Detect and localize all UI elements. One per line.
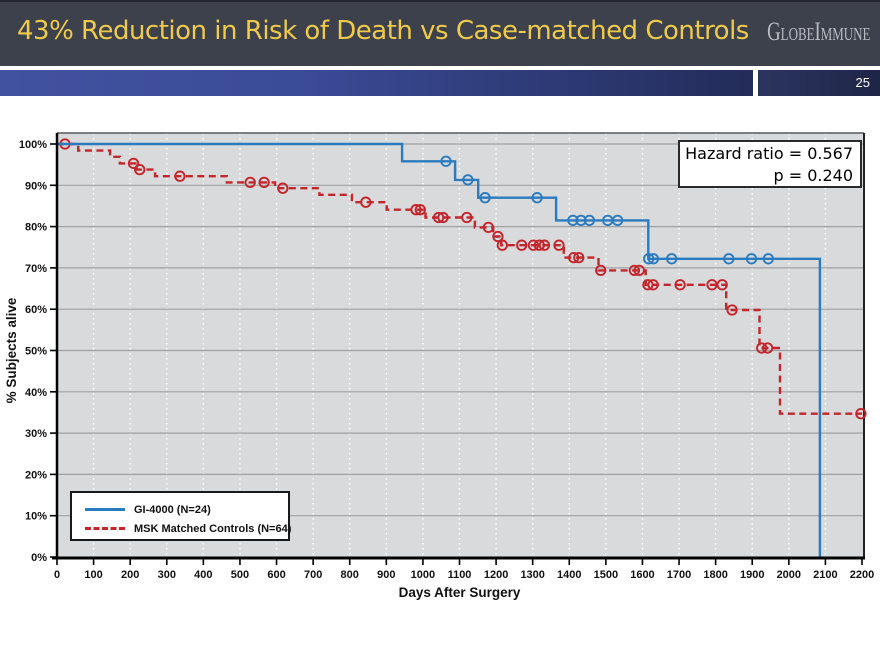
vertical-gridlines xyxy=(92,133,827,557)
msk-line-sample xyxy=(85,527,125,530)
accent-bar: 25 xyxy=(0,70,880,96)
legend: GI-4000 (N=24) MSK Matched Controls (N=6… xyxy=(70,491,292,541)
svg-text:30%: 30% xyxy=(25,428,47,440)
svg-text:10%: 10% xyxy=(25,511,47,523)
legend-entry-gi4000: GI-4000 (N=24) xyxy=(85,500,288,519)
hazard-annotation: Hazard ratio = 0.567 p = 0.240 xyxy=(678,140,862,188)
svg-text:800: 800 xyxy=(341,569,359,581)
svg-text:1500: 1500 xyxy=(594,569,618,581)
msk-controls-censor-markers xyxy=(59,138,867,420)
svg-text:1400: 1400 xyxy=(557,569,581,581)
svg-text:60%: 60% xyxy=(25,304,47,316)
svg-text:300: 300 xyxy=(158,569,176,581)
svg-text:200: 200 xyxy=(121,569,139,581)
x-tick-marks xyxy=(56,559,863,565)
svg-text:50%: 50% xyxy=(25,346,47,358)
x-axis-title: Days After Surgery xyxy=(399,585,521,600)
svg-text:500: 500 xyxy=(231,569,249,581)
header-bar: 43% Reduction in Risk of Death vs Case-m… xyxy=(0,0,880,66)
svg-text:2000: 2000 xyxy=(777,569,801,581)
svg-text:90%: 90% xyxy=(25,180,47,192)
y-axis-title: % Subjects alive xyxy=(4,297,19,403)
svg-text:80%: 80% xyxy=(25,222,47,234)
svg-text:100: 100 xyxy=(84,569,102,581)
svg-text:700: 700 xyxy=(304,569,322,581)
legend-entry-msk: MSK Matched Controls (N=64) xyxy=(85,519,292,538)
svg-text:1600: 1600 xyxy=(630,569,654,581)
p-value-text: p = 0.240 xyxy=(773,166,853,185)
page-number: 25 xyxy=(855,75,870,90)
svg-text:600: 600 xyxy=(267,569,285,581)
svg-text:70%: 70% xyxy=(25,263,47,275)
svg-text:2100: 2100 xyxy=(813,569,837,581)
gi4000-label: GI-4000 (N=24) xyxy=(134,503,211,516)
page-number-segment: 25 xyxy=(758,70,880,96)
svg-text:1700: 1700 xyxy=(667,569,691,581)
y-tick-labels: 0% 10% 20% 30% 40% 50% 60% 70% 80% 90% 100% xyxy=(19,139,47,564)
svg-text:1200: 1200 xyxy=(484,569,508,581)
svg-text:20%: 20% xyxy=(25,469,47,481)
svg-text:0%: 0% xyxy=(31,552,47,564)
y-tick-marks xyxy=(50,143,57,558)
msk-label: MSK Matched Controls (N=64) xyxy=(134,522,292,535)
svg-text:1100: 1100 xyxy=(448,569,472,581)
svg-text:400: 400 xyxy=(194,569,212,581)
svg-text:1900: 1900 xyxy=(740,569,764,581)
gi-4000-censor-markers xyxy=(440,155,774,265)
horizontal-gridlines xyxy=(57,143,864,517)
plot-background xyxy=(57,133,864,557)
svg-text:1000: 1000 xyxy=(411,569,435,581)
hazard-ratio-text: Hazard ratio = 0.567 xyxy=(685,144,853,163)
svg-text:0: 0 xyxy=(54,569,60,581)
msk-controls-curve xyxy=(57,142,862,415)
gi4000-line-sample xyxy=(85,508,125,511)
svg-text:100%: 100% xyxy=(19,139,47,151)
svg-text:1800: 1800 xyxy=(703,569,727,581)
svg-text:2200: 2200 xyxy=(850,569,874,581)
accent-bar-main xyxy=(0,70,753,96)
svg-text:900: 900 xyxy=(377,569,395,581)
x-tick-labels: 0 100 200 300 400 500 600 700 800 900 1000 1100 1200… xyxy=(54,569,874,581)
svg-text:1300: 1300 xyxy=(520,569,544,581)
globeimmune-logo: GlobeImmune xyxy=(766,17,870,46)
svg-text:40%: 40% xyxy=(25,387,47,399)
slide-title: 43% Reduction in Risk of Death vs Case-m… xyxy=(17,16,749,46)
